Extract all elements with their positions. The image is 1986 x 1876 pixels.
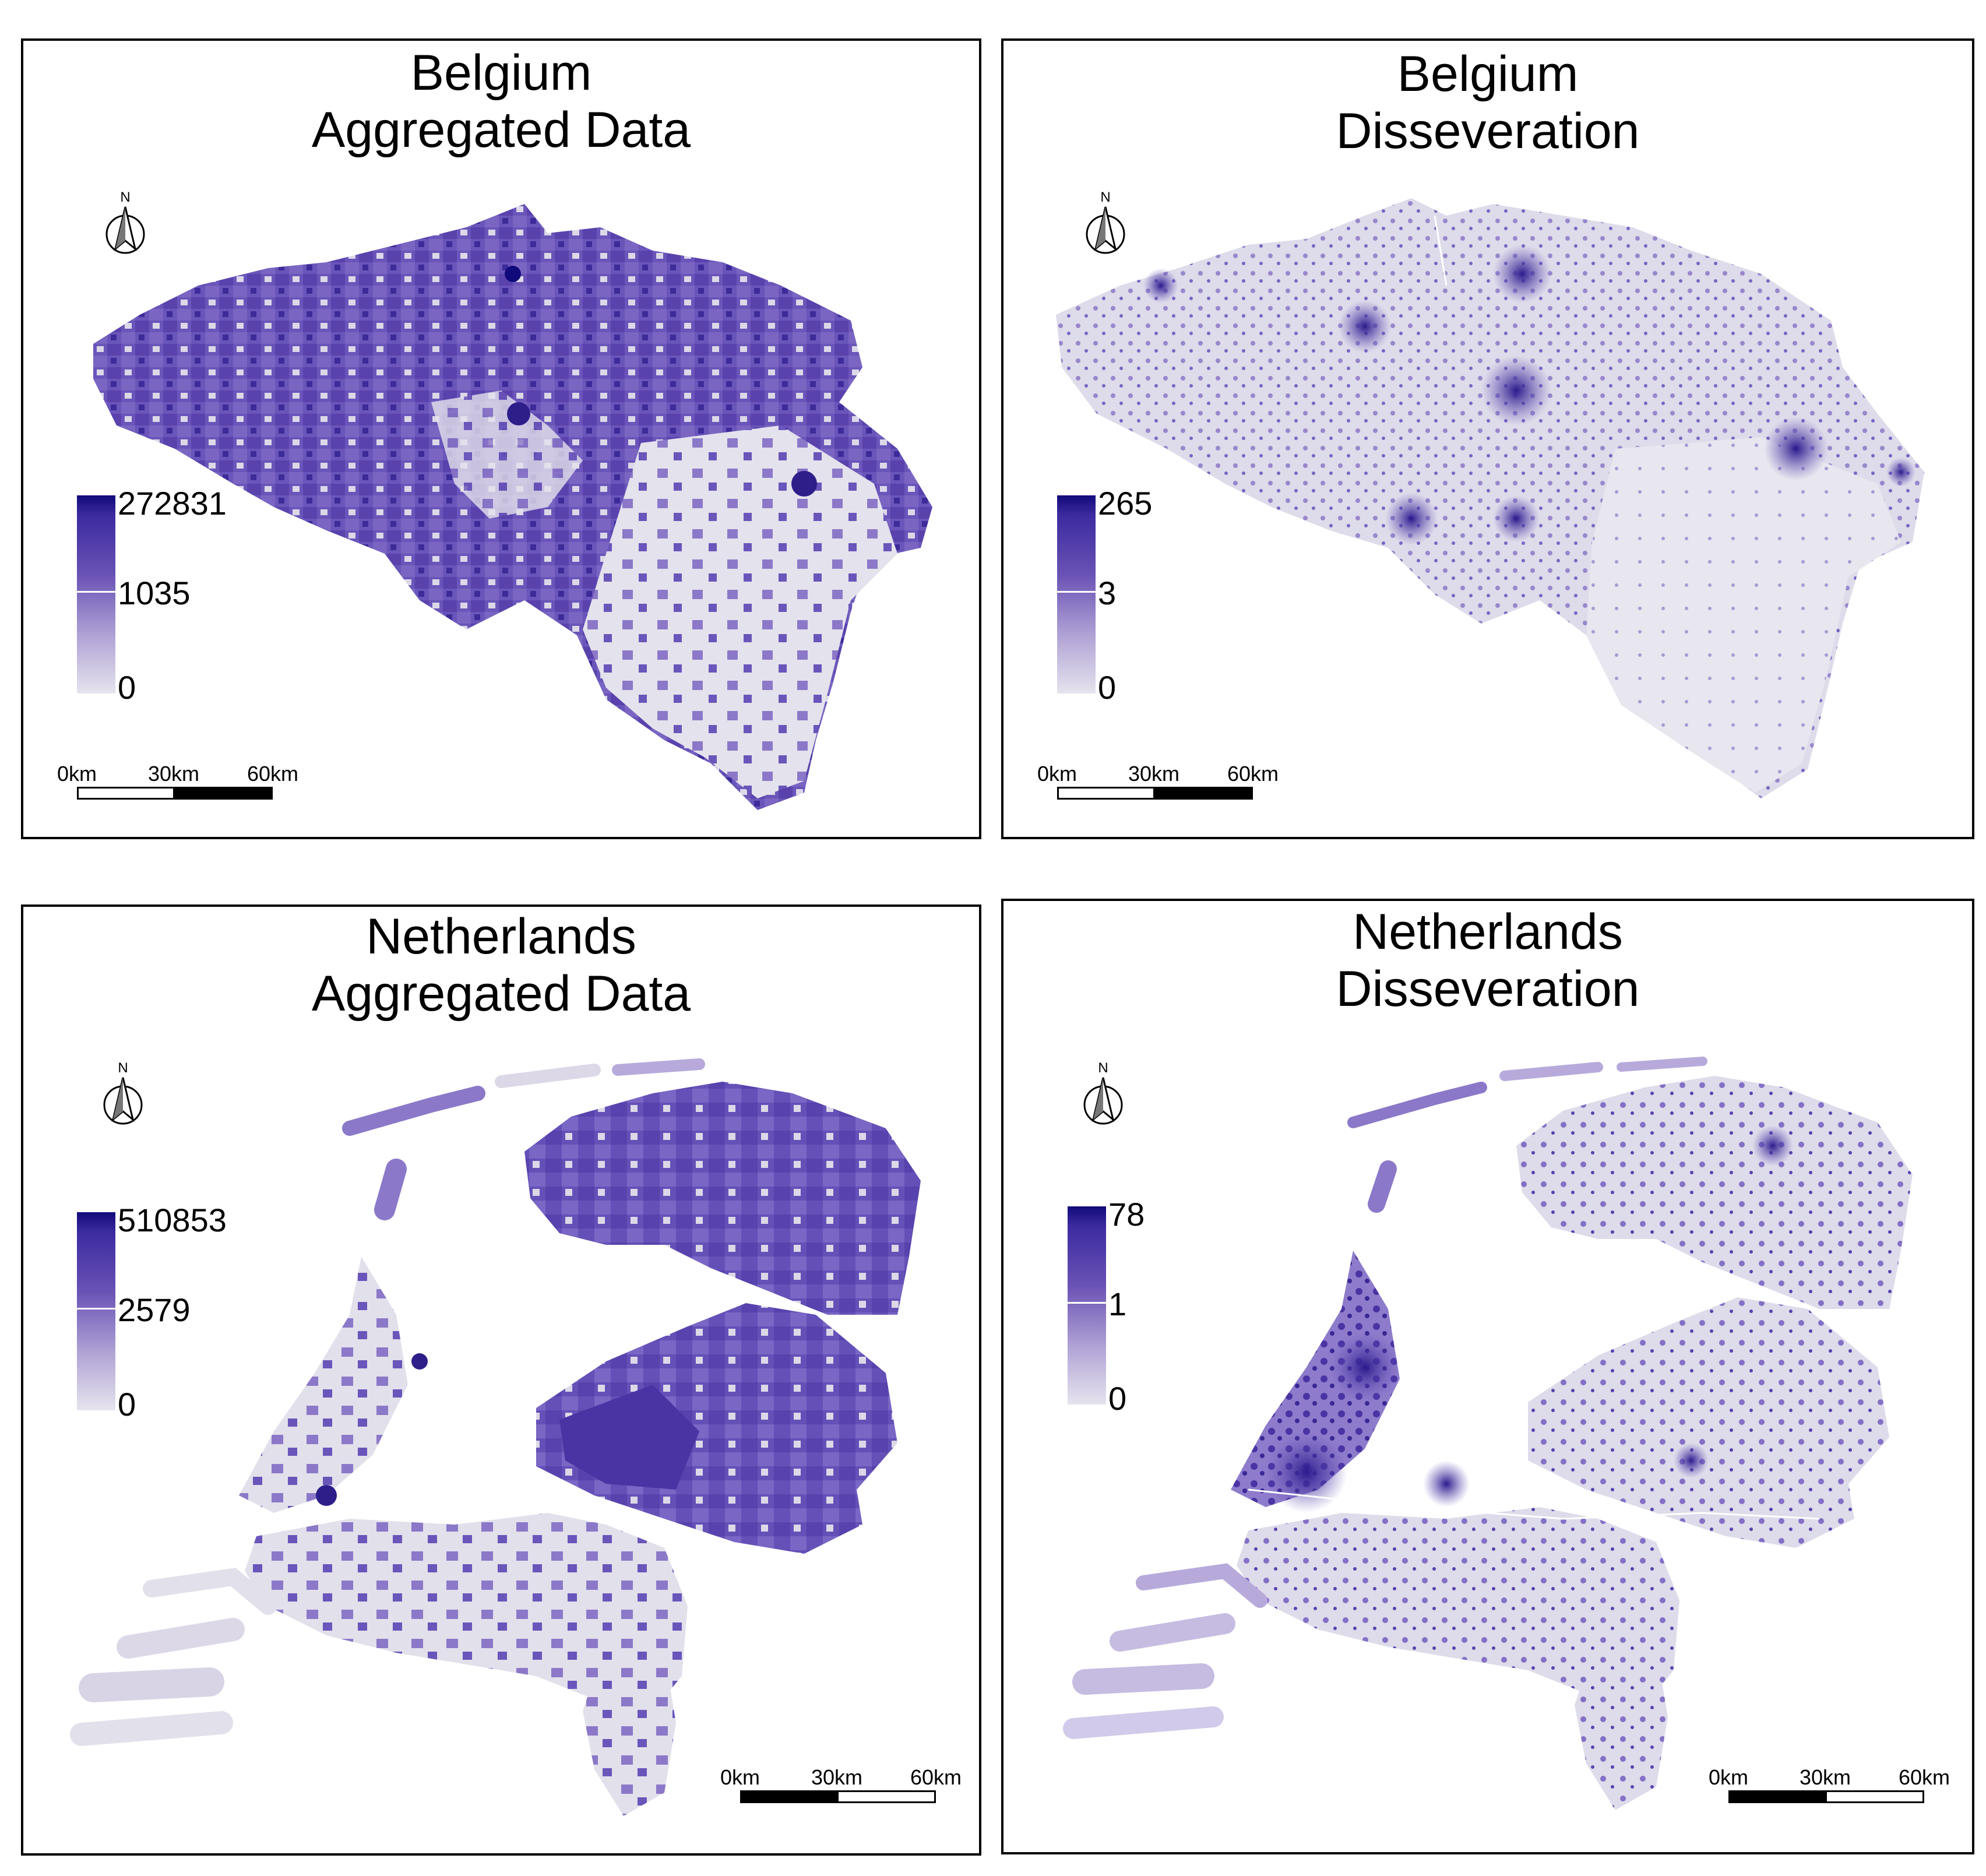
color-legend: 272831 1035 0 (77, 487, 227, 706)
legend-tick-mid: 2579 (118, 1291, 191, 1328)
scale-bar: 0km 30km 60km (720, 1765, 962, 1812)
panel-netherlands-disseveration: Netherlands Disseveration N (1001, 899, 1974, 1854)
legend-tick-mid: 1 (1108, 1286, 1127, 1322)
panel-belgium-aggregated: Belgium Aggregated Data N (21, 38, 981, 839)
scale-label-60: 60km (910, 1765, 962, 1789)
scale-label-30: 30km (811, 1765, 863, 1789)
scale-segment-black (1154, 787, 1253, 800)
scale-label-0: 0km (1037, 762, 1077, 786)
north-label: N (1098, 1060, 1108, 1076)
panel-title: Belgium Disseveration (1003, 45, 1972, 160)
legend-tick-min: 0 (118, 1386, 136, 1423)
scale-bar: 0km 30km 60km (1709, 1765, 1950, 1812)
legend-tick-max: 272831 (118, 485, 227, 522)
color-legend: 265 3 0 (1057, 487, 1203, 706)
scale-label-30: 30km (147, 762, 200, 786)
scale-segment-white (77, 787, 175, 800)
north-label: N (120, 189, 131, 205)
legend-color-bar (1057, 495, 1096, 694)
title-line-2: Disseveration (1336, 961, 1640, 1017)
legend-tick-mid: 1035 (118, 575, 191, 611)
title-line-2: Aggregated Data (311, 966, 691, 1022)
legend-tick-max: 78 (1108, 1196, 1145, 1233)
north-arrow: N (97, 1060, 149, 1130)
legend-tick-max: 265 (1098, 485, 1153, 522)
scale-label-60: 60km (247, 762, 299, 786)
scale-bar: 0km 30km 60km (1037, 762, 1279, 809)
netherlands-aggregated-map (70, 1058, 921, 1816)
scale-label-0: 0km (720, 1765, 760, 1789)
compass-icon (105, 206, 145, 254)
scale-bar: 0km 30km 60km (57, 762, 299, 809)
title-line-1: Netherlands (1353, 904, 1623, 960)
north-arrow: N (99, 189, 152, 259)
panel-belgium-disseveration: Belgium Disseveration N (1001, 38, 1974, 839)
legend-tick-line (1057, 591, 1096, 593)
title-line-2: Aggregated Data (311, 102, 691, 158)
scale-label-60: 60km (1898, 1765, 1950, 1789)
scale-segment-black (740, 1790, 838, 1803)
scale-segment-black (1728, 1790, 1826, 1803)
panel-title: Belgium Aggregated Data (23, 44, 979, 159)
compass-icon (1083, 1077, 1123, 1125)
scale-label-30: 30km (1799, 1765, 1851, 1789)
legend-tick-min: 0 (1108, 1380, 1127, 1417)
scale-segment-white (837, 1790, 936, 1803)
legend-color-bar (1068, 1206, 1106, 1405)
scale-label-30: 30km (1128, 762, 1180, 786)
belgium-aggregated-map (93, 204, 932, 810)
legend-tick-mid: 3 (1098, 575, 1117, 611)
compass-icon (103, 1077, 143, 1125)
north-label: N (118, 1060, 128, 1076)
legend-color-bar (77, 1212, 115, 1410)
compass-icon (1086, 206, 1125, 254)
legend-tick-min: 0 (118, 669, 136, 706)
title-line-1: Belgium (1397, 46, 1579, 102)
belgium-disseveration-map (1056, 198, 1924, 798)
title-line-1: Belgium (410, 45, 592, 101)
scale-segment-white (1057, 787, 1155, 800)
legend-tick-min: 0 (1098, 669, 1117, 706)
panel-title: Netherlands Disseveration (1003, 903, 1972, 1018)
legend-tick-line (77, 1308, 115, 1310)
north-label: N (1100, 189, 1111, 205)
scale-segment-black (174, 787, 273, 800)
north-arrow: N (1077, 1060, 1129, 1130)
legend-color-bar (77, 495, 115, 694)
scale-label-0: 0km (1708, 1765, 1749, 1789)
legend-tick-max: 510853 (118, 1202, 227, 1238)
panel-netherlands-aggregated: Netherlands Aggregated Data N (21, 904, 981, 1856)
legend-tick-line (1068, 1302, 1106, 1304)
color-legend: 510853 2579 0 (77, 1204, 227, 1423)
title-line-1: Netherlands (366, 909, 636, 965)
scale-label-60: 60km (1227, 762, 1279, 786)
north-arrow: N (1079, 189, 1132, 259)
title-line-2: Disseveration (1336, 103, 1640, 159)
scale-label-0: 0km (57, 762, 97, 786)
color-legend: 78 1 0 (1068, 1198, 1213, 1417)
scale-segment-white (1825, 1790, 1924, 1803)
panel-title: Netherlands Aggregated Data (23, 908, 979, 1022)
netherlands-disseveration-map (1063, 1057, 1913, 1810)
legend-tick-line (77, 591, 115, 593)
